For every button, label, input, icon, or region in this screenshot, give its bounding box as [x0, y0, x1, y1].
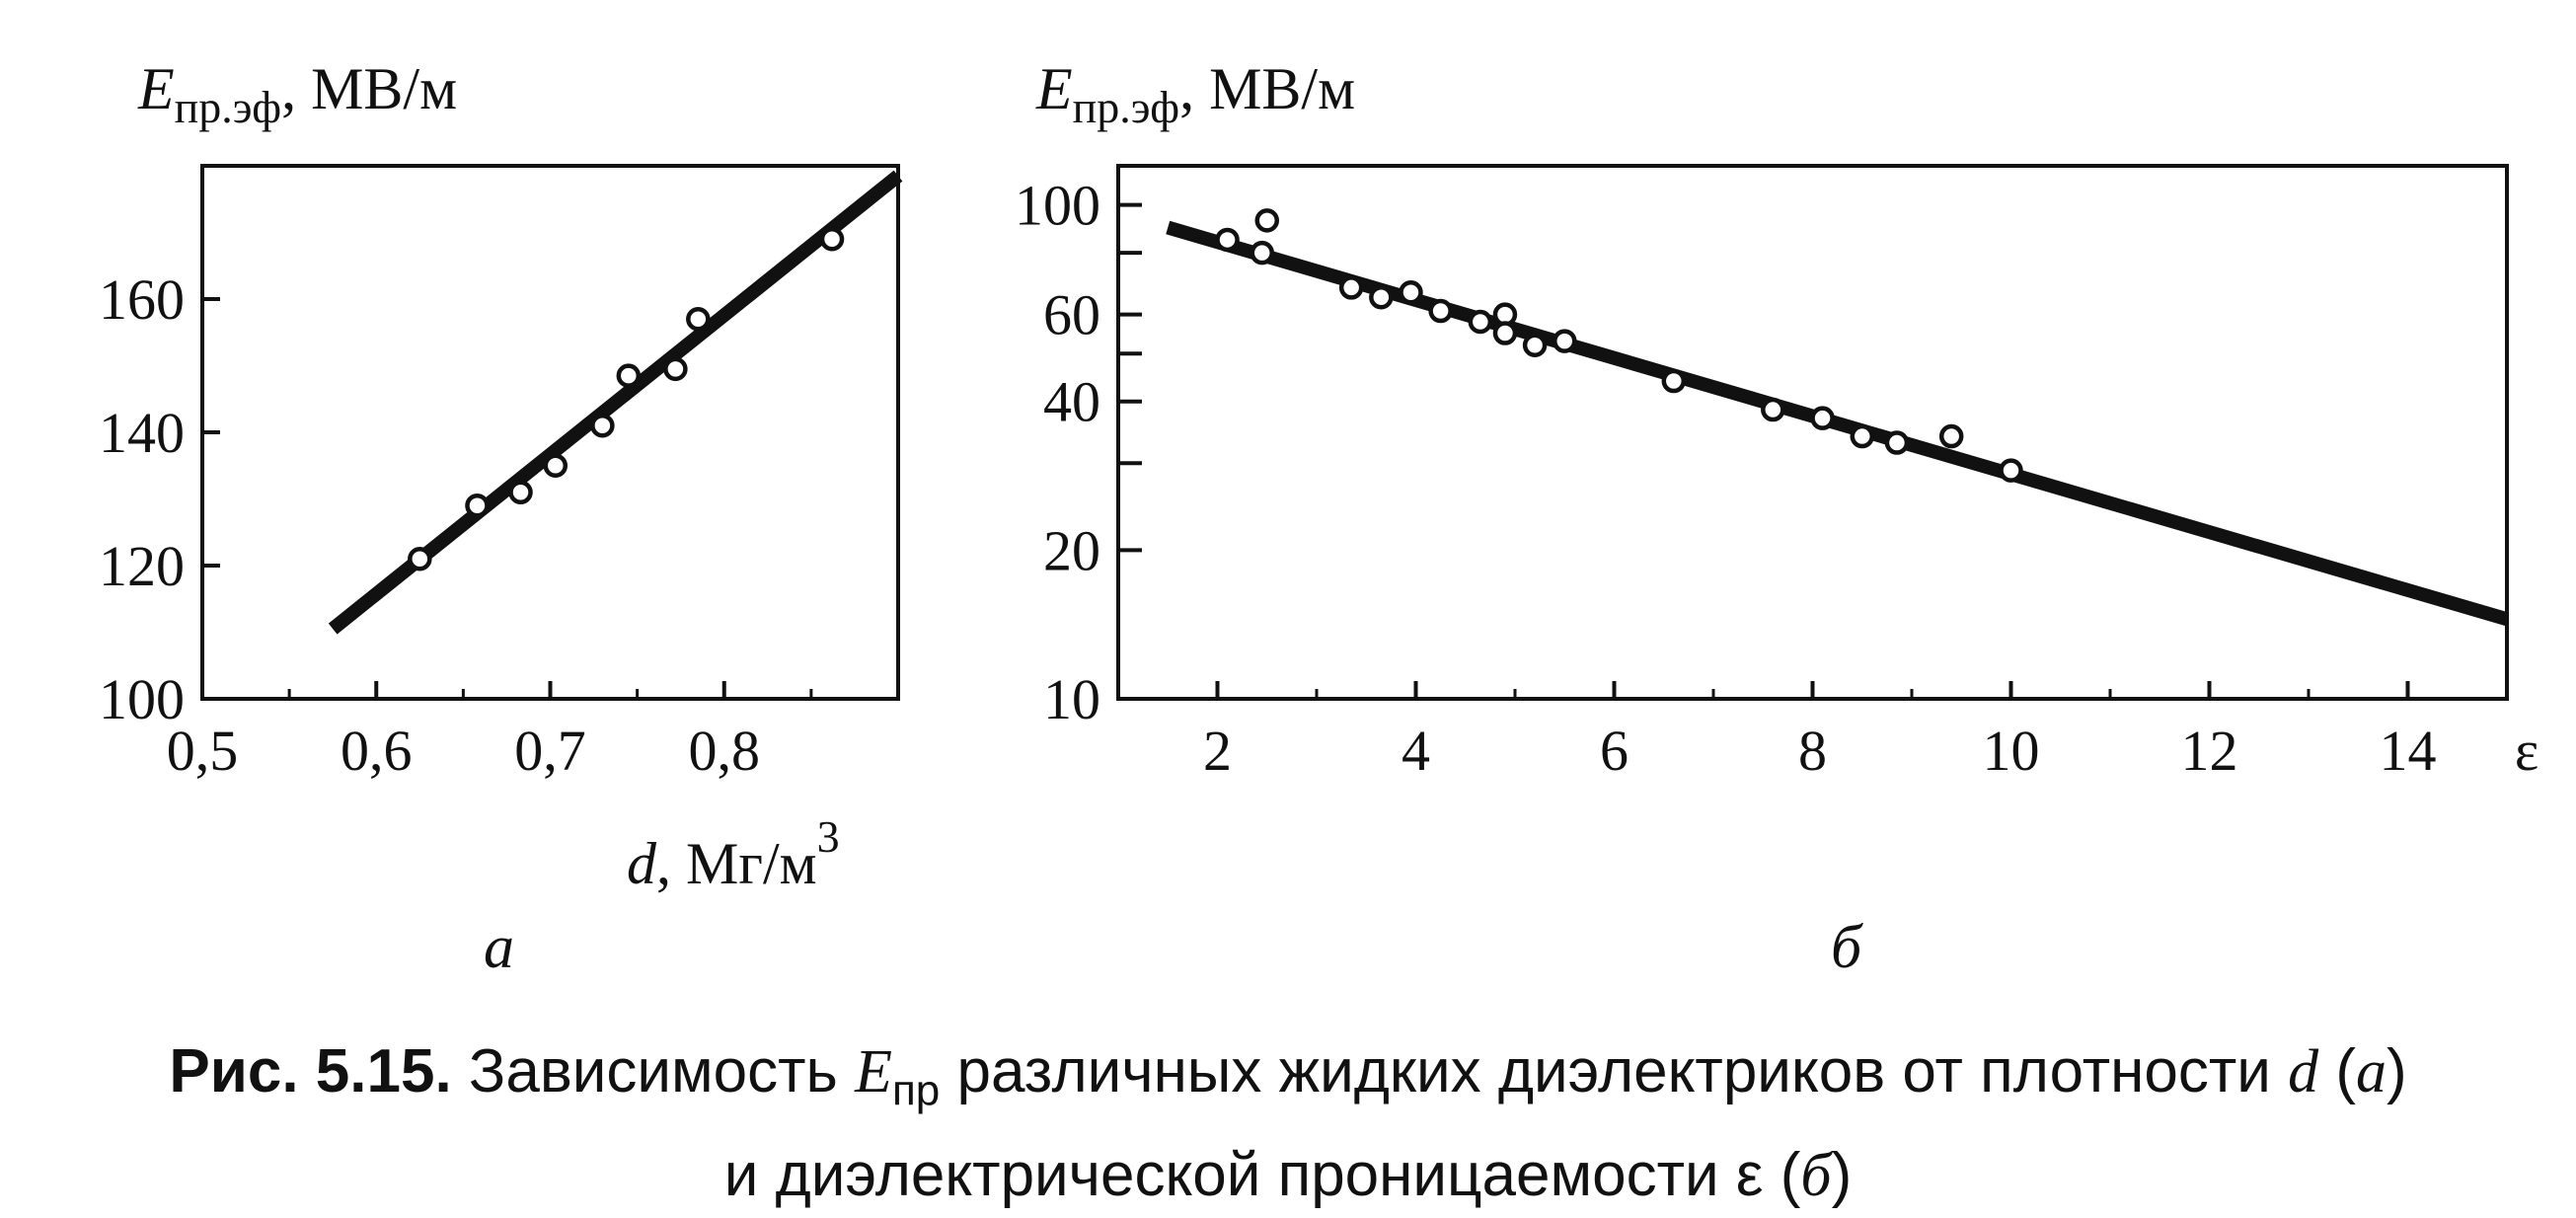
panel-a-data-point — [616, 363, 642, 388]
panel-b-x-tick-label: 4 — [1402, 719, 1430, 783]
panel-b-y-axis-label: Eпр.эф, МВ/м — [1035, 56, 1355, 132]
panel-b-data-point — [1254, 208, 1279, 233]
panel-b-y-tick-label: 40 — [1043, 370, 1100, 434]
panel-a-data-point — [590, 414, 615, 438]
panel-b-x-tick-label: 10 — [1983, 719, 2040, 783]
panel-b-data-point — [1938, 423, 1964, 449]
panel-b-data-point — [1661, 368, 1687, 394]
panel-a-y-tick-label: 100 — [99, 667, 185, 731]
chart-panel-a: Eпр.эф, МВ/м 0,5 0,6 0,7 0,8 100 120 140 160 d,… — [99, 56, 903, 981]
panel-b-data-point — [1399, 280, 1423, 305]
panel-b-x-tick-label: 12 — [2181, 719, 2238, 783]
panel-b-frame — [1116, 164, 2509, 701]
caption-line-2: и диэлектрической проницаемости ε (б) — [0, 1133, 2576, 1218]
panel-b-data-point — [1850, 423, 1874, 449]
panel-a-data-point — [686, 307, 711, 332]
panel-a-data-point — [543, 453, 568, 478]
panel-a-x-tick-label: 0,5 — [167, 719, 239, 783]
figure-caption: Рис. 5.15. Зависимость Eпр различных жид… — [0, 1029, 2576, 1218]
panel-a-frame — [200, 164, 900, 701]
caption-var-e: E — [855, 1038, 892, 1105]
caption-text-4: ) — [2386, 1037, 2407, 1105]
panel-b-x-axis-label: ε — [2515, 719, 2538, 783]
panel-a-y-tick-label: 160 — [99, 267, 185, 332]
panel-b-x-tick-label: 14 — [2380, 719, 2437, 783]
panel-a-letter: а — [484, 914, 514, 981]
panel-b-data-point — [1369, 284, 1394, 310]
panel-b-data-point — [1428, 298, 1453, 324]
panel-a-data-point — [465, 494, 490, 518]
caption-figure-number: Рис. 5.15. — [169, 1037, 452, 1105]
panel-b-y-tick-label: 10 — [1043, 667, 1100, 731]
panel-b-data-point — [1884, 430, 1910, 455]
caption-text-1: Зависимость — [451, 1037, 856, 1105]
caption-line-1: Рис. 5.15. Зависимость Eпр различных жид… — [0, 1029, 2576, 1133]
panel-b-y-tick-label: 100 — [1015, 174, 1100, 238]
panel-b-fit-line — [1166, 220, 2509, 626]
panel-a-data-point — [408, 547, 432, 571]
panel-b-data-point — [1492, 321, 1518, 345]
figure: Eпр.эф, МВ/м 0,5 0,6 0,7 0,8 100 120 140 160 d,… — [99, 56, 2538, 981]
caption-panel-b: б — [1800, 1142, 1832, 1210]
panel-b-data-point — [1522, 333, 1548, 357]
caption-line-2-end: ) — [1831, 1141, 1853, 1210]
panel-a-y-tick-label: 120 — [99, 534, 185, 598]
panel-a-data-point — [508, 480, 533, 504]
panel-a-data-point — [663, 356, 688, 382]
panel-b-data-point — [1999, 458, 2023, 483]
panel-a-x-axis-label: d, Мг/м3 — [627, 811, 840, 896]
panel-a-y-axis-label: Eпр.эф, МВ/м — [137, 56, 457, 132]
caption-line-2-text: и диэлектрической проницаемости ε ( — [723, 1141, 1801, 1210]
panel-b-x-tick-label: 6 — [1600, 719, 1629, 783]
caption-panel-a: а — [2355, 1038, 2387, 1105]
caption-text-2: различных жидких диэлектриков от плотнос… — [940, 1037, 2289, 1105]
panel-b-data-point — [1338, 275, 1364, 300]
panel-b-x-tick-label: 2 — [1203, 719, 1232, 783]
chart-panel-b: Eпр.эф, МВ/м 2 4 6 8 10 12 14 ε 10 20 40 60 100 б — [1015, 56, 2538, 981]
panel-b-x-tick-label: 8 — [1798, 719, 1827, 783]
caption-text-3: ( — [2318, 1037, 2356, 1105]
panel-a-x-tick-label: 0,7 — [514, 719, 586, 783]
panel-b-y-tick-label: 60 — [1043, 283, 1100, 347]
panel-b-letter: б — [1831, 914, 1863, 981]
panel-a-x-tick-label: 0,8 — [689, 719, 761, 783]
panel-b-data-point — [1215, 227, 1240, 253]
panel-b-data-point — [1553, 329, 1577, 353]
panel-b-y-tick-label: 20 — [1043, 518, 1100, 582]
panel-b-data-point — [1250, 240, 1274, 266]
panel-a-data-point — [819, 227, 845, 252]
panel-a-x-tick-label: 0,6 — [341, 719, 413, 783]
panel-b-data-point — [1810, 406, 1835, 430]
caption-var-d: d — [2288, 1038, 2319, 1105]
panel-b-data-point — [1761, 397, 1785, 422]
panel-a-y-tick-label: 140 — [99, 401, 185, 465]
caption-var-e-sub: пр — [891, 1066, 941, 1115]
panel-b-data-point — [1468, 309, 1493, 335]
